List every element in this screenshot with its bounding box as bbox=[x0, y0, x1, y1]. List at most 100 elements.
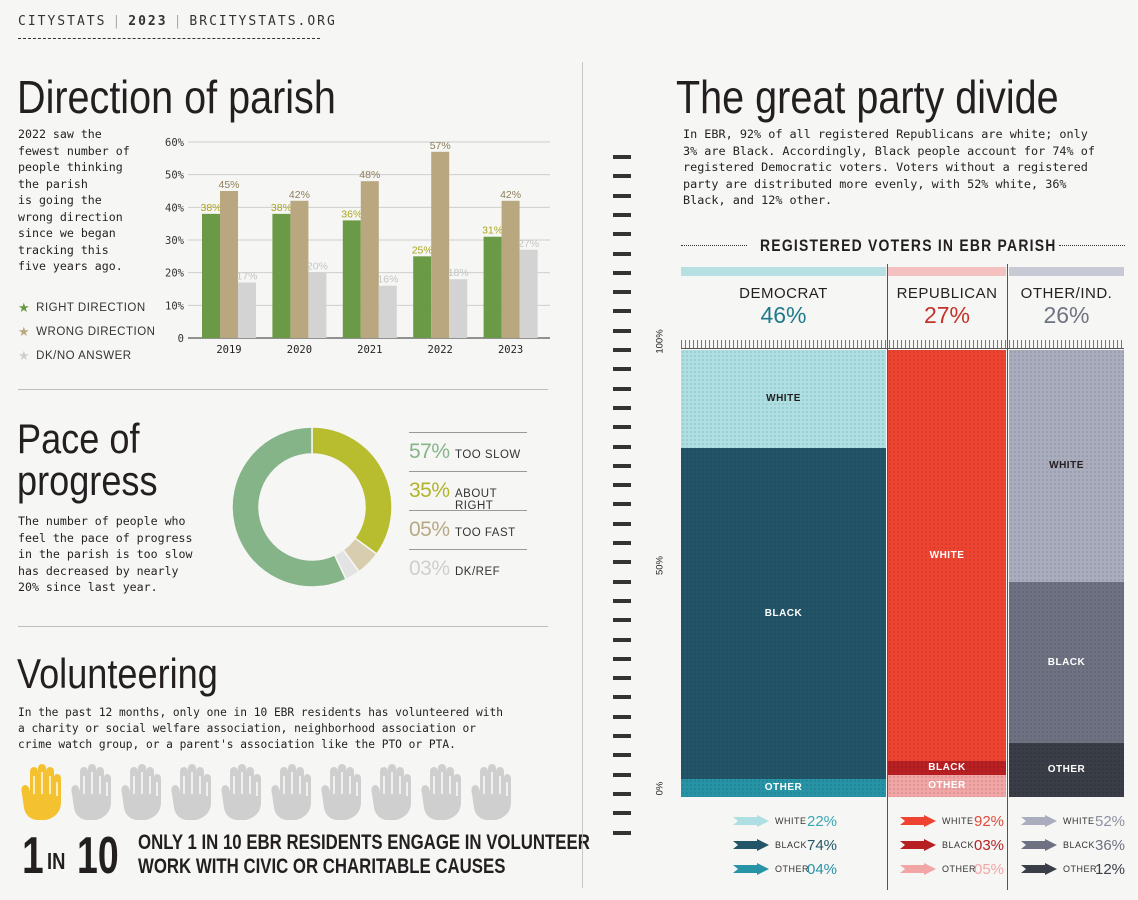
legend-label: WRONG DIRECTION bbox=[36, 326, 156, 338]
x-tick-label: 2023 bbox=[498, 344, 523, 356]
text-line: Black, and 12% other. bbox=[683, 193, 833, 207]
ruler-tick bbox=[613, 695, 631, 700]
legend-label: RIGHT DIRECTION bbox=[36, 302, 146, 314]
breakdown-row: WHITE 22% bbox=[733, 809, 853, 833]
legend-label: DK/NO ANSWER bbox=[36, 350, 132, 362]
ruler-line bbox=[681, 340, 1124, 349]
text-line: party are distributed more evenly, with … bbox=[683, 176, 1067, 191]
segment-label: OTHER bbox=[1047, 764, 1086, 776]
pace-donut-chart bbox=[232, 426, 392, 588]
bar-right-direction bbox=[272, 213, 291, 338]
bar-value-label: 42% bbox=[500, 189, 521, 201]
donut-slice-about-right bbox=[311, 426, 392, 556]
masthead: CITYSTATS | 2023 | BRCITYSTATS.ORG bbox=[18, 14, 337, 29]
ruler-tick bbox=[613, 502, 631, 507]
text-line: is going the bbox=[18, 193, 102, 207]
bar-right-direction bbox=[483, 236, 502, 338]
text-line: In EBR, 92% of all registered Republican… bbox=[683, 127, 1088, 141]
breakdown-row: BLACK 03% bbox=[900, 833, 1020, 857]
segment-label: WHITE bbox=[1049, 460, 1084, 472]
breakdown-row: OTHER 05% bbox=[900, 857, 1020, 881]
segment-label: BLACK bbox=[764, 607, 803, 619]
bar-dk-no-answer bbox=[238, 282, 256, 338]
breakdown-value: 36% bbox=[1095, 836, 1126, 854]
star-icon: ★ bbox=[18, 348, 31, 363]
segment-label: BLACK bbox=[928, 761, 966, 773]
ruler-tick bbox=[613, 155, 631, 159]
stat-one: 1 bbox=[22, 827, 44, 885]
bar-value-label: 42% bbox=[289, 189, 310, 201]
x-tick-label: 2022 bbox=[428, 344, 453, 356]
star-icon: ★ bbox=[18, 324, 31, 339]
segment-label: WHITE bbox=[766, 393, 801, 405]
y-tick-label: 20% bbox=[165, 268, 185, 280]
x-tick-label: 2020 bbox=[287, 344, 312, 356]
party-title: The great party divide bbox=[676, 71, 1059, 123]
volunteer-caption: ONLY 1 IN 10 EBR RESIDENTS ENGAGE IN VOL… bbox=[138, 831, 590, 879]
bar-value-label: 25% bbox=[412, 244, 433, 256]
party-header: OTHER/IND. 26% bbox=[1009, 285, 1124, 329]
raised-hand-icon bbox=[371, 764, 411, 820]
y-tick-label: 0 bbox=[178, 333, 184, 345]
party-name: REPUBLICAN bbox=[896, 285, 998, 302]
segment-other: OTHER bbox=[888, 774, 1006, 797]
ruler-tick bbox=[613, 483, 631, 488]
raised-hand-icon bbox=[471, 764, 511, 820]
text-line: five years ago. bbox=[18, 259, 123, 273]
section-divider bbox=[18, 626, 548, 627]
breakdown-label: WHITE bbox=[1063, 816, 1095, 826]
ruler-tick bbox=[613, 328, 631, 333]
text-line: 2022 saw the bbox=[18, 127, 102, 141]
bar-dk-no-answer bbox=[519, 249, 538, 338]
pace-percent: 05% bbox=[409, 518, 450, 541]
segment-label: WHITE bbox=[929, 549, 965, 561]
text-line: a charity or social welfare association,… bbox=[18, 722, 477, 735]
raised-hand-icon bbox=[271, 764, 311, 820]
segment-black: BLACK bbox=[681, 448, 886, 780]
ruler-tick bbox=[613, 656, 631, 661]
masthead-rule bbox=[18, 38, 320, 39]
bar-value-label: 16% bbox=[377, 274, 398, 286]
direction-description: 2022 saw the fewest number of people think… bbox=[18, 126, 148, 275]
party-description: In EBR, 92% of all registered Republican… bbox=[683, 126, 1133, 209]
pace-legend-row: 35% ABOUT RIGHT bbox=[409, 471, 527, 512]
text-line: registered Democratic voters. Voters wit… bbox=[683, 160, 1088, 174]
brand-name: CITYSTATS bbox=[18, 14, 107, 29]
site-link[interactable]: BRCITYSTATS.ORG bbox=[189, 14, 337, 29]
pace-title-line2: progress bbox=[17, 457, 158, 504]
masthead-year: 2023 bbox=[128, 14, 168, 29]
ruler-tick bbox=[613, 367, 631, 372]
text-line: The number of people who bbox=[18, 514, 186, 528]
x-tick-label: 2021 bbox=[357, 344, 382, 356]
text-line: crime watch group, or a parent's associa… bbox=[18, 738, 456, 751]
bar-value-label: 31% bbox=[482, 225, 503, 237]
ruler-tick bbox=[613, 598, 631, 603]
text-line: since we began bbox=[18, 226, 116, 240]
one-in-ten-stat: 1 IN 10 bbox=[22, 826, 142, 886]
arrow-icon bbox=[733, 839, 769, 851]
party-name: DEMOCRAT bbox=[739, 285, 828, 302]
pace-legend-row: 57% TOO SLOW bbox=[409, 432, 527, 471]
column-separator bbox=[887, 264, 888, 890]
segment-label: OTHER bbox=[928, 779, 966, 791]
ruler-tick bbox=[613, 348, 631, 352]
segment-other: OTHER bbox=[1009, 743, 1124, 797]
breakdown-label: OTHER bbox=[1063, 864, 1097, 874]
legend-item: ★ DK/NO ANSWER bbox=[18, 344, 155, 368]
ruler-tick bbox=[613, 309, 631, 314]
party-share: 27% bbox=[923, 302, 971, 328]
stat-ten: 10 bbox=[77, 827, 119, 885]
breakdown-value: 12% bbox=[1095, 860, 1126, 878]
star-icon: ★ bbox=[18, 300, 31, 315]
ruler-tick bbox=[613, 811, 631, 816]
arrow-icon bbox=[1021, 839, 1057, 851]
y-axis-label: 50% bbox=[654, 555, 666, 575]
ruler-tick bbox=[613, 270, 631, 275]
ruler-tick bbox=[613, 579, 631, 584]
bar-wrong-direction bbox=[360, 181, 379, 338]
bar-value-label: 38% bbox=[271, 202, 292, 214]
y-tick-label: 30% bbox=[165, 235, 185, 247]
legend-item: ★ RIGHT DIRECTION bbox=[18, 296, 155, 320]
y-tick-label: 40% bbox=[165, 202, 185, 214]
ruler-tick bbox=[613, 251, 631, 256]
